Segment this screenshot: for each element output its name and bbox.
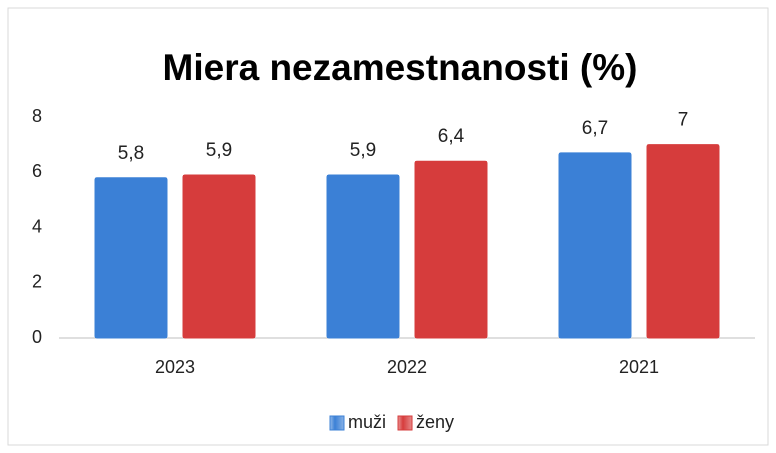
legend-swatch [397,415,413,431]
x-tick-label: 2021 [619,357,659,377]
bar [182,174,256,339]
value-label: 5,8 [118,143,144,164]
legend-swatch [329,415,345,431]
bar [414,160,488,339]
bar [326,174,400,339]
y-tick-label: 2 [32,272,42,292]
value-label: 5,9 [350,140,376,161]
bar [646,144,720,339]
y-tick-label: 0 [32,327,42,347]
legend-label: ženy [416,412,454,432]
value-label: 6,7 [582,118,608,139]
value-label: 6,4 [438,126,465,147]
y-tick-label: 8 [32,106,42,126]
bar [558,152,632,339]
y-tick-label: 4 [32,216,42,236]
bar [94,177,168,339]
x-tick-label: 2022 [387,357,427,377]
x-tick-label: 2023 [155,357,195,377]
value-label: 7 [678,110,689,131]
y-tick-label: 6 [32,161,42,181]
legend-label: muži [348,412,386,432]
value-label: 5,9 [206,140,232,161]
chart-title: Miera nezamestnanosti (%) [163,47,638,88]
